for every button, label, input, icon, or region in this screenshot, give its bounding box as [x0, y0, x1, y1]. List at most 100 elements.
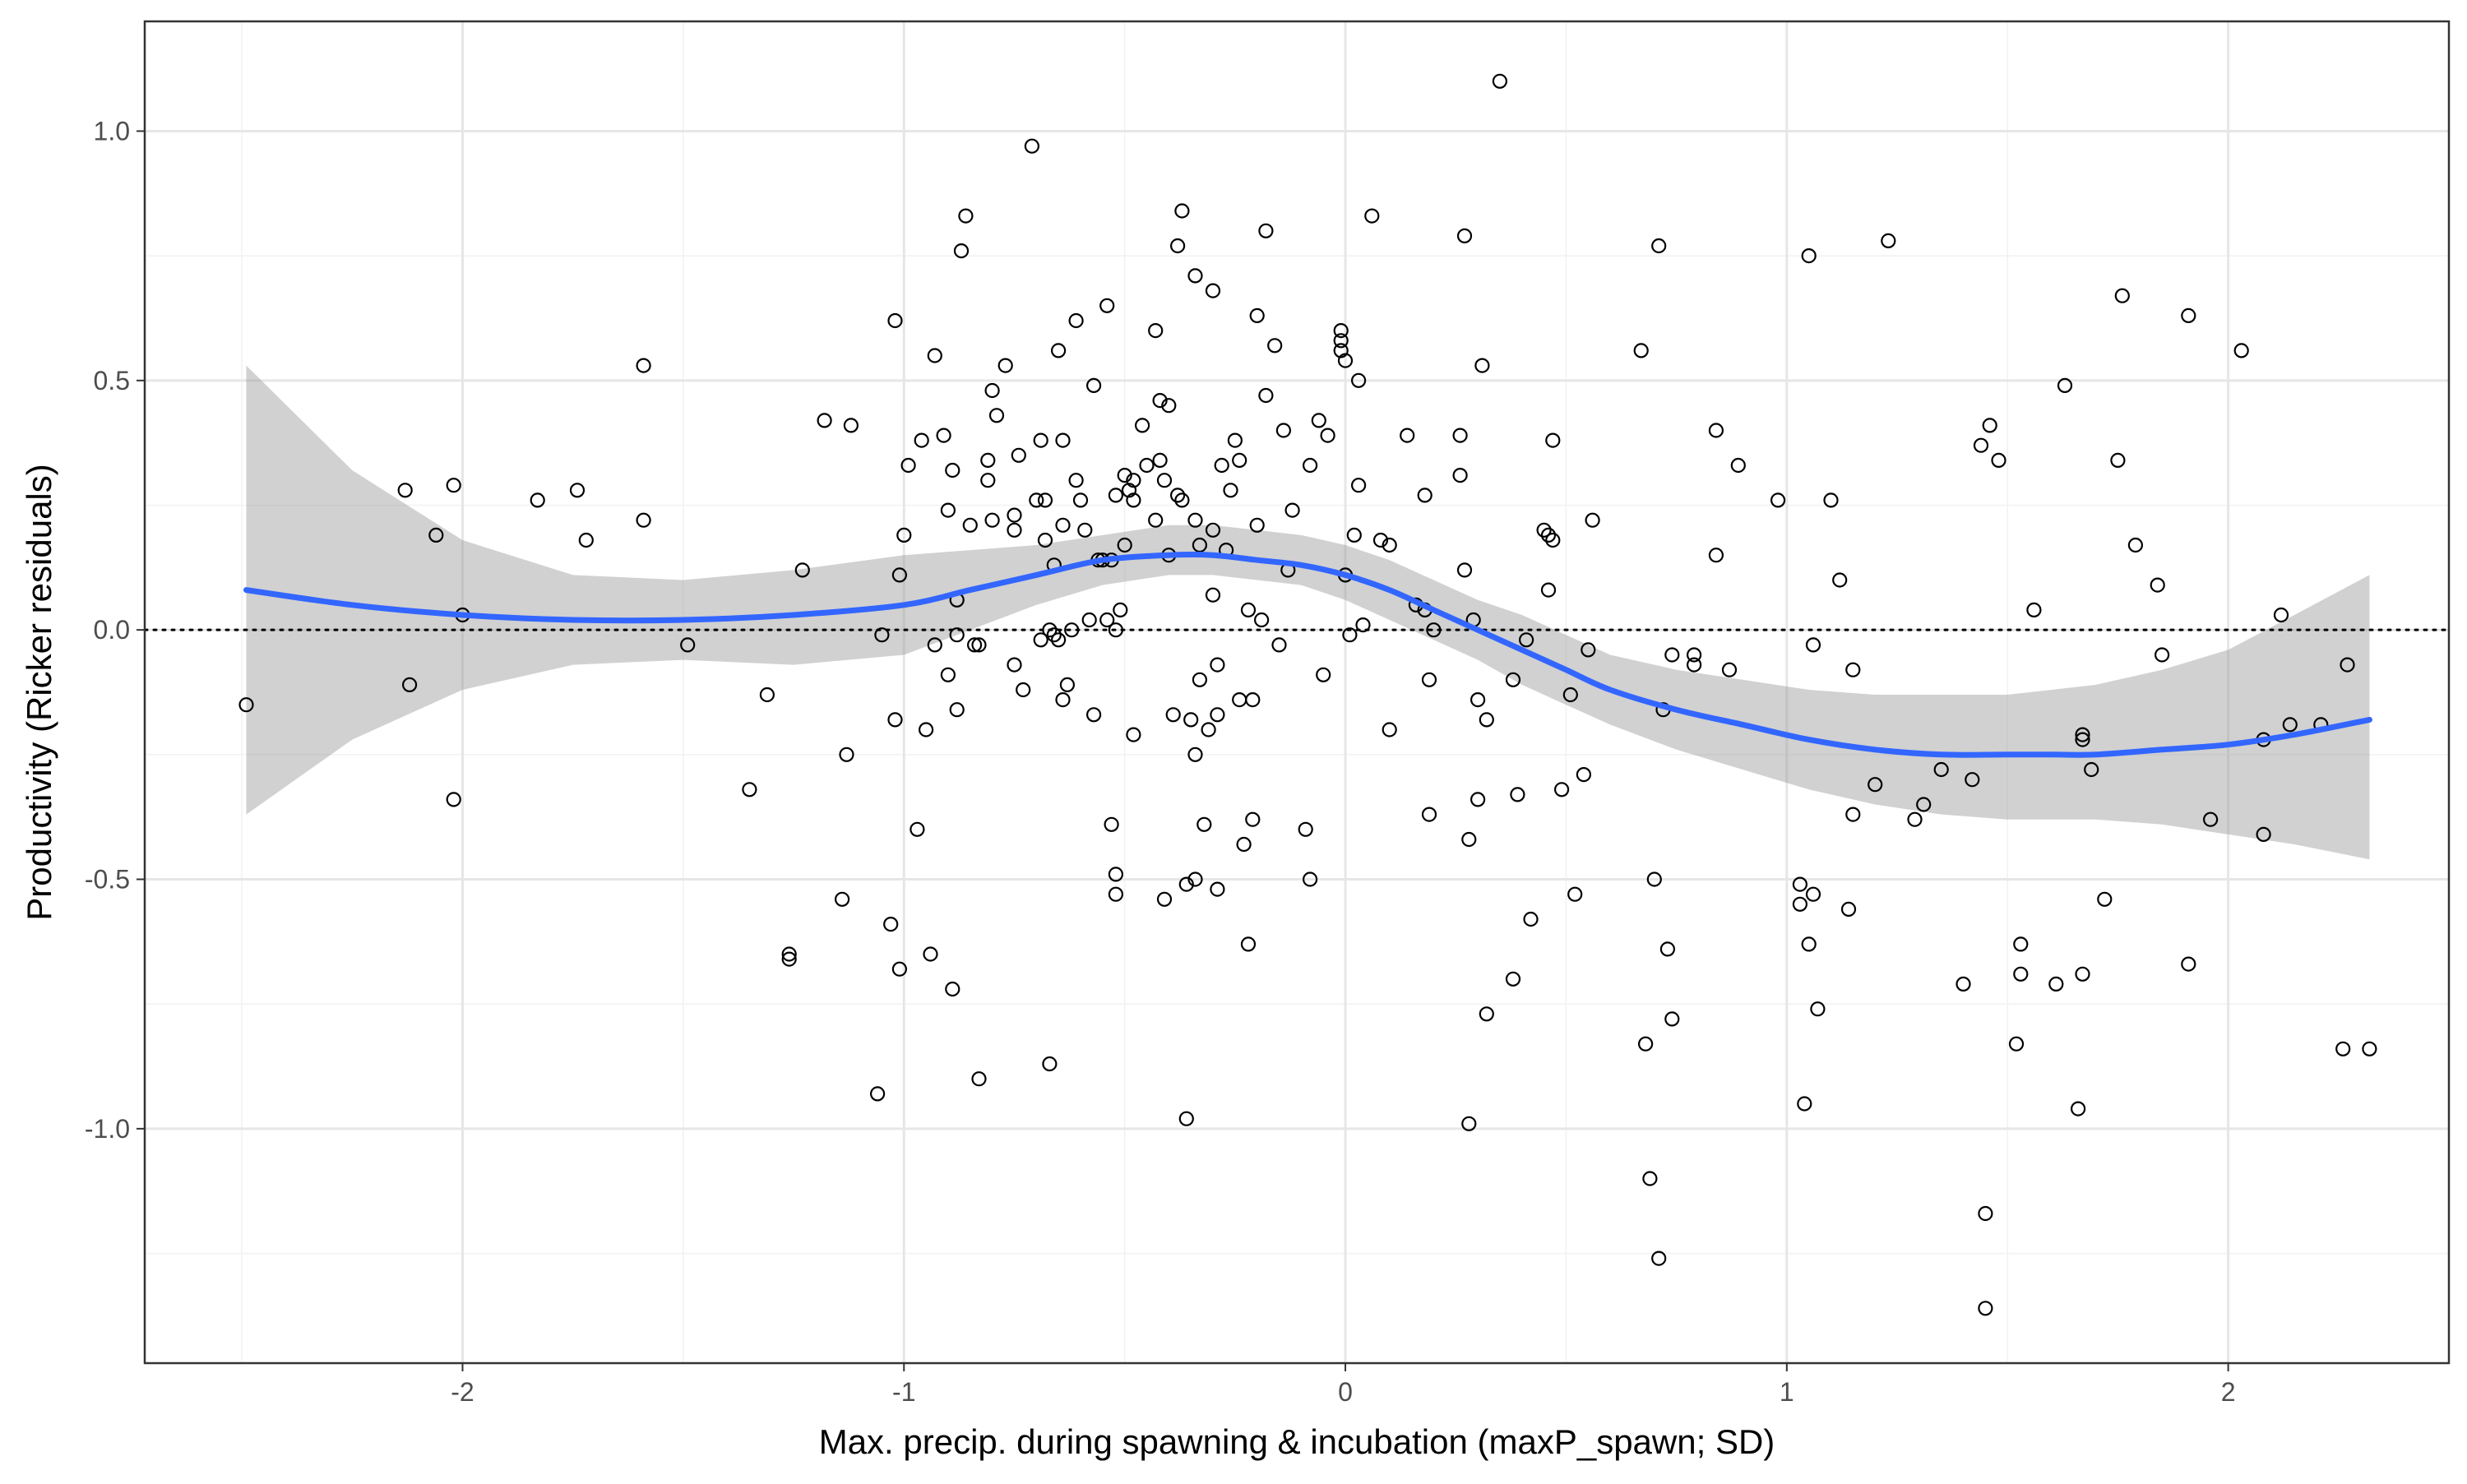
data-point	[1687, 647, 1702, 663]
data-point	[1311, 413, 1326, 428]
data-point	[1452, 467, 1468, 483]
data-point	[1868, 777, 1883, 793]
data-point	[839, 747, 854, 762]
data-point	[1223, 483, 1238, 498]
data-point	[1553, 782, 1570, 797]
data-point	[1456, 562, 1473, 578]
data-point	[1659, 941, 1676, 957]
data-point	[1108, 867, 1124, 882]
data-point	[1421, 807, 1437, 822]
data-point	[834, 891, 850, 907]
data-point	[2057, 377, 2073, 393]
data-point	[1174, 492, 1190, 508]
data-point	[1510, 787, 1525, 802]
data-point	[2155, 647, 2170, 663]
data-point	[927, 637, 942, 653]
data-point	[1126, 492, 1141, 508]
data-point	[1400, 428, 1415, 443]
data-point	[2110, 452, 2126, 469]
data-point	[1117, 537, 1132, 553]
data-point	[1072, 492, 1089, 508]
data-point	[1333, 333, 1349, 349]
confidence-band	[246, 365, 2370, 860]
data-point	[1077, 522, 1093, 538]
data-point	[1505, 971, 1521, 987]
data-point	[927, 348, 942, 363]
data-point	[914, 432, 929, 448]
data-point	[971, 637, 987, 653]
data-point	[1642, 1171, 1658, 1186]
data-point	[1152, 393, 1168, 409]
data-point	[869, 1086, 886, 1102]
data-point	[1064, 622, 1080, 638]
data-point	[1245, 691, 1261, 708]
data-point	[887, 312, 903, 329]
data-point	[923, 946, 938, 962]
data-point	[1337, 353, 1354, 368]
smooth-line	[243, 551, 2372, 758]
data-point	[1169, 488, 1186, 503]
data-point	[1055, 691, 1071, 708]
data-point	[402, 677, 418, 693]
data-point	[1055, 432, 1071, 448]
data-point	[1245, 811, 1261, 827]
data-point	[1081, 612, 1097, 628]
data-point	[1236, 836, 1252, 853]
data-point	[1152, 452, 1168, 469]
data-point	[1134, 418, 1150, 433]
data-point	[1965, 772, 1980, 788]
data-point	[1210, 707, 1225, 723]
data-point	[891, 961, 908, 977]
data-point	[984, 512, 1000, 528]
data-point	[2026, 602, 2042, 618]
y-tick-label: 0.0	[94, 615, 130, 645]
data-point	[1562, 687, 1578, 703]
y-axis-ticks: -1.0 -0.5 0.0 0.5 1.0	[85, 116, 145, 1144]
data-point	[1505, 672, 1521, 687]
data-point	[1099, 298, 1115, 313]
data-point	[817, 413, 832, 428]
data-point	[2071, 1101, 2086, 1116]
data-point	[1059, 677, 1076, 693]
x-tick-label: -1	[892, 1377, 915, 1407]
data-point	[1007, 522, 1022, 538]
data-point	[874, 627, 890, 643]
data-point	[1108, 488, 1124, 503]
data-point	[1978, 1301, 1993, 1316]
data-point	[1832, 572, 1848, 588]
data-point	[1108, 886, 1124, 902]
data-point	[1050, 632, 1067, 648]
major-gridlines	[145, 21, 2449, 1363]
data-point	[1916, 797, 1932, 812]
data-point	[1687, 657, 1702, 673]
data-point	[1126, 473, 1141, 488]
data-point	[910, 821, 925, 837]
data-point	[636, 358, 651, 373]
data-point	[1024, 138, 1040, 154]
data-point	[2075, 966, 2090, 982]
data-point	[1708, 423, 1724, 438]
data-point	[238, 697, 254, 713]
data-point	[1258, 387, 1274, 404]
data-point	[2075, 732, 2090, 747]
data-point	[781, 951, 797, 967]
data-point	[397, 483, 413, 498]
data-point	[1192, 672, 1208, 687]
data-point	[1205, 283, 1221, 298]
data-point	[984, 382, 1000, 399]
y-axis-title: Productivity (Ricker residuals)	[20, 464, 58, 920]
data-point	[997, 358, 1013, 373]
data-point	[1227, 432, 1243, 448]
data-point	[949, 627, 965, 643]
data-point	[1007, 657, 1022, 673]
data-point	[636, 512, 651, 528]
data-point	[1797, 1096, 1812, 1112]
data-point	[1187, 268, 1203, 284]
data-point	[2013, 966, 2029, 982]
data-point	[1978, 1205, 1993, 1222]
data-point	[1011, 447, 1026, 463]
data-point	[1284, 502, 1300, 518]
data-point	[1271, 637, 1287, 653]
data-point	[1187, 512, 1203, 528]
data-point	[1320, 428, 1335, 443]
